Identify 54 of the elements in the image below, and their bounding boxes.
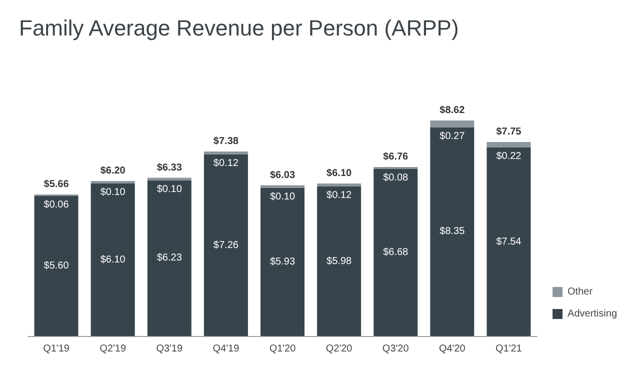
bar	[147, 180, 192, 336]
bar	[486, 142, 531, 148]
data-label: $8.35	[440, 226, 466, 238]
x-tick-label: Q3'20	[382, 344, 410, 354]
x-tick-label: Q2'19	[100, 344, 126, 354]
total-label: $8.62	[440, 105, 466, 116]
data-label: $5.93	[270, 256, 296, 268]
data-label: $6.23	[156, 252, 182, 264]
bar	[260, 185, 304, 188]
bar	[486, 148, 531, 336]
bar	[90, 184, 135, 336]
data-label: $0.10	[270, 191, 296, 202]
total-label: $6.03	[270, 170, 296, 181]
x-tick-label: Q1'20	[269, 344, 296, 354]
bar	[204, 152, 248, 154]
total-label: $6.20	[100, 166, 126, 176]
total-label: $6.76	[383, 152, 409, 162]
data-label: $0.08	[383, 172, 409, 184]
data-label: $5.98	[326, 256, 352, 267]
bar	[374, 169, 418, 336]
total-label: $6.33	[156, 162, 182, 174]
x-tick-label: Q1'19	[43, 344, 70, 354]
data-label: $7.26	[213, 240, 239, 251]
data-label: $0.27	[440, 130, 466, 142]
bar	[204, 154, 248, 336]
bar	[260, 188, 304, 336]
data-label: $0.22	[496, 151, 522, 162]
bar	[317, 184, 362, 186]
bar	[317, 186, 362, 336]
data-label: $0.06	[44, 200, 70, 210]
x-tick-label: Q4'19	[212, 344, 240, 354]
x-tick-label: Q1'21	[496, 344, 522, 354]
bar	[430, 120, 474, 128]
total-label: $5.66	[44, 179, 70, 190]
total-label: $7.75	[496, 126, 522, 138]
x-tick-label: Q3'19	[156, 344, 184, 354]
bar	[430, 127, 474, 336]
bar	[34, 196, 78, 336]
x-tick-label: Q4'20	[438, 344, 466, 354]
data-label: $0.12	[213, 158, 239, 169]
data-label: $6.68	[383, 247, 409, 258]
legend-label: Other	[568, 286, 594, 298]
data-label: $0.12	[326, 190, 352, 201]
data-label: $7.54	[496, 236, 522, 248]
data-label: $0.10	[100, 187, 126, 198]
bar	[147, 178, 192, 180]
data-label: $6.10	[100, 254, 126, 266]
chart-title: Family Average Revenue per Person (ARPP)	[19, 16, 459, 40]
data-label: $0.10	[156, 184, 182, 195]
data-label: $5.60	[44, 260, 70, 272]
total-label: $7.38	[213, 136, 239, 147]
total-label: $6.10	[326, 168, 352, 179]
legend-label: Advertising	[568, 308, 617, 320]
x-tick-label: Q2'20	[326, 344, 353, 354]
